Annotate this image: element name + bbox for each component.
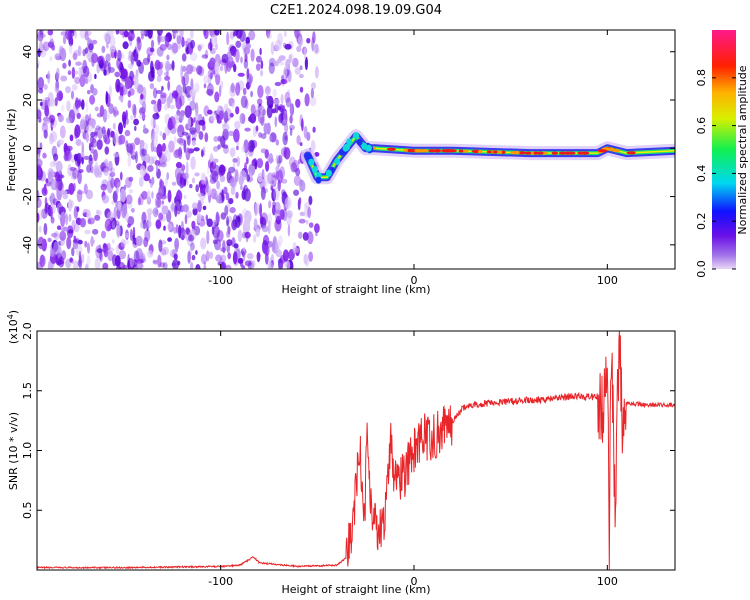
y-tick-label: 20 bbox=[21, 93, 34, 107]
spectrogram-chart: -100 0 100 -40 -20 0 20 40 Height of straight … bbox=[5, 29, 676, 296]
figure-title: C2E1.2024.098.19.09.G04 bbox=[270, 3, 442, 18]
x-tick-label: 100 bbox=[597, 274, 618, 287]
x-tick-label: -100 bbox=[208, 274, 233, 287]
y-tick-label: 0 bbox=[21, 145, 34, 152]
y-tick-label: 1.0 bbox=[21, 442, 34, 460]
x-tick-label: 100 bbox=[597, 575, 618, 588]
colorbar-ticks: 0.0 0.2 0.4 0.6 0.8 bbox=[695, 69, 736, 278]
spectrogram-y-ticks: -40 -20 0 20 40 bbox=[21, 45, 675, 254]
y-tick-label: 40 bbox=[21, 45, 34, 59]
signal-trace bbox=[300, 129, 675, 185]
snr-chart: -100 0 100 0.5 1.0 1.5 2.0 Height of straight… bbox=[6, 310, 676, 596]
spectrogram-x-ticks: -100 0 100 bbox=[208, 30, 618, 287]
snr-y-exponent: (x104) bbox=[6, 310, 21, 344]
colorbar-tick-label: 0.2 bbox=[695, 212, 708, 230]
spectrogram-y-label: Frequency (Hz) bbox=[5, 109, 18, 192]
colorbar-label: Normalized spectral amplitude bbox=[736, 65, 749, 234]
colorbar: 0.0 0.2 0.4 0.6 0.8 Normalized spectral ampl… bbox=[695, 30, 749, 278]
y-tick-label: -20 bbox=[21, 188, 34, 206]
y-tick-label: 2.0 bbox=[21, 322, 34, 340]
noise-region bbox=[37, 30, 320, 269]
colorbar-tick-label: 0.8 bbox=[695, 69, 708, 87]
snr-plot-area bbox=[37, 331, 675, 570]
snr-y-ticks: 0.5 1.0 1.5 2.0 bbox=[21, 322, 675, 519]
colorbar-tick-label: 0.6 bbox=[695, 117, 708, 135]
y-tick-label: 0.5 bbox=[21, 502, 34, 520]
spectrogram-frame bbox=[36, 29, 676, 270]
spectrogram-x-label: Height of straight line (km) bbox=[281, 283, 430, 296]
colorbar-tick-label: 0.0 bbox=[695, 260, 708, 278]
x-tick-label: 0 bbox=[411, 274, 418, 287]
x-tick-label: 0 bbox=[411, 575, 418, 588]
x-tick-label: -100 bbox=[208, 575, 233, 588]
snr-y-label: SNR (10 * v/v) bbox=[7, 412, 20, 490]
y-tick-label: -40 bbox=[21, 236, 34, 254]
y-tick-label: 1.5 bbox=[21, 382, 34, 400]
snr-x-label: Height of straight line (km) bbox=[281, 583, 430, 596]
colorbar-tick-label: 0.4 bbox=[695, 165, 708, 183]
colorbar-gradient bbox=[712, 30, 736, 269]
snr-series-line bbox=[37, 331, 675, 570]
snr-x-ticks: -100 0 100 bbox=[208, 331, 618, 588]
